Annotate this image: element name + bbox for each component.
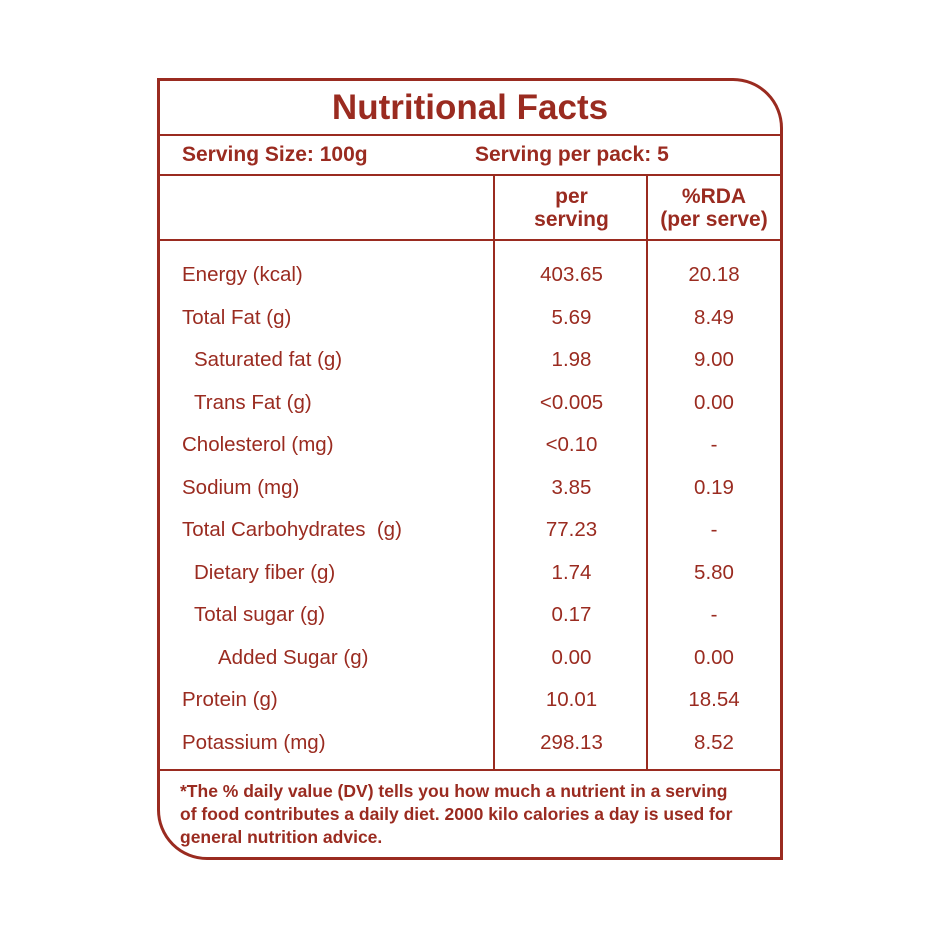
nutrient-name: Potassium (mg) <box>182 730 326 754</box>
per-serving-value: 0.00 <box>551 645 592 669</box>
nutrient-name: Total Carbohydrates (g) <box>182 518 402 542</box>
rda-per-serve-value: 8.52 <box>694 730 734 754</box>
rda-per-serve-value: - <box>710 518 718 542</box>
serving-size-text: Serving Size: 100g <box>182 143 368 166</box>
per-serving-value: 1.74 <box>551 560 592 584</box>
per-serving-value: 10.01 <box>545 688 598 712</box>
rda-per-serve-value: 0.00 <box>694 390 734 414</box>
table-row: Cholesterol (mg) <0.10 - <box>160 424 780 467</box>
rda-per-serve-value: 8.49 <box>694 305 734 329</box>
per-serving-value: 77.23 <box>545 518 598 542</box>
per-serving-value: 0.17 <box>551 603 592 627</box>
rda-per-serve-value: 0.19 <box>694 475 734 499</box>
column-divider-1 <box>493 176 495 769</box>
column-divider-2 <box>646 176 648 769</box>
table-body: Energy (kcal) 403.65 20.18 Total Fat (g) 5.6… <box>160 241 780 769</box>
table-header-row: per serving %RDA (per serve) <box>160 176 780 241</box>
table-row: Dietary fiber (g) 1.74 5.80 <box>160 552 780 595</box>
nutrient-name: Sodium (mg) <box>182 475 300 499</box>
table-row: Energy (kcal) 403.65 20.18 <box>160 254 780 297</box>
per-serving-value: 3.85 <box>551 475 592 499</box>
header-per-serving: per serving <box>534 184 609 231</box>
daily-value-footnote: *The % daily value (DV) tells you how mu… <box>160 769 780 857</box>
per-serving-value: 1.98 <box>551 348 592 372</box>
per-serving-value: 298.13 <box>540 730 603 754</box>
nutrient-name: Added Sugar (g) <box>218 645 369 669</box>
nutrition-table: per serving %RDA (per serve) Energy (kca… <box>160 176 780 769</box>
nutrient-name: Dietary fiber (g) <box>194 560 336 584</box>
rda-per-serve-value: 5.80 <box>694 560 734 584</box>
table-row: Saturated fat (g) 1.98 9.00 <box>160 339 780 382</box>
rda-per-serve-value: - <box>710 603 718 627</box>
table-row: Total sugar (g) 0.17 - <box>160 594 780 637</box>
table-row: Total Fat (g) 5.69 8.49 <box>160 297 780 340</box>
table-row: Sodium (mg) 3.85 0.19 <box>160 467 780 510</box>
per-serving-value: 5.69 <box>551 305 592 329</box>
nutrient-name: Cholesterol (mg) <box>182 433 334 457</box>
header-nutrient-spacer <box>160 176 495 239</box>
per-serving-value: 403.65 <box>540 263 603 287</box>
label-title: Nutritional Facts <box>160 81 780 136</box>
nutrition-facts-label: Nutritional Facts Serving Size: 100g Ser… <box>157 78 783 860</box>
rda-per-serve-value: 9.00 <box>694 348 734 372</box>
nutrient-name: Total sugar (g) <box>194 603 326 627</box>
rda-per-serve-value: 20.18 <box>688 263 740 287</box>
per-serving-value: <0.10 <box>545 433 598 457</box>
table-row: Protein (g) 10.01 18.54 <box>160 679 780 722</box>
nutrient-name: Total Fat (g) <box>182 305 292 329</box>
per-serving-value: <0.005 <box>539 390 604 414</box>
rda-per-serve-value: - <box>710 433 718 457</box>
rda-per-serve-value: 18.54 <box>688 688 740 712</box>
table-row: Trans Fat (g) <0.005 0.00 <box>160 382 780 425</box>
table-row: Potassium (mg) 298.13 8.52 <box>160 722 780 765</box>
nutrient-name: Protein (g) <box>182 688 278 712</box>
nutrient-name: Saturated fat (g) <box>194 348 343 372</box>
table-row: Added Sugar (g) 0.00 0.00 <box>160 637 780 680</box>
table-row: Total Carbohydrates (g) 77.23 - <box>160 509 780 552</box>
header-rda: %RDA (per serve) <box>660 184 768 231</box>
nutrient-name: Energy (kcal) <box>182 263 303 287</box>
serving-per-pack-text: Serving per pack: 5 <box>475 143 669 166</box>
rda-per-serve-value: 0.00 <box>694 645 734 669</box>
serving-info-bar: Serving Size: 100g Serving per pack: 5 <box>160 136 780 176</box>
nutrient-name: Trans Fat (g) <box>194 390 312 414</box>
